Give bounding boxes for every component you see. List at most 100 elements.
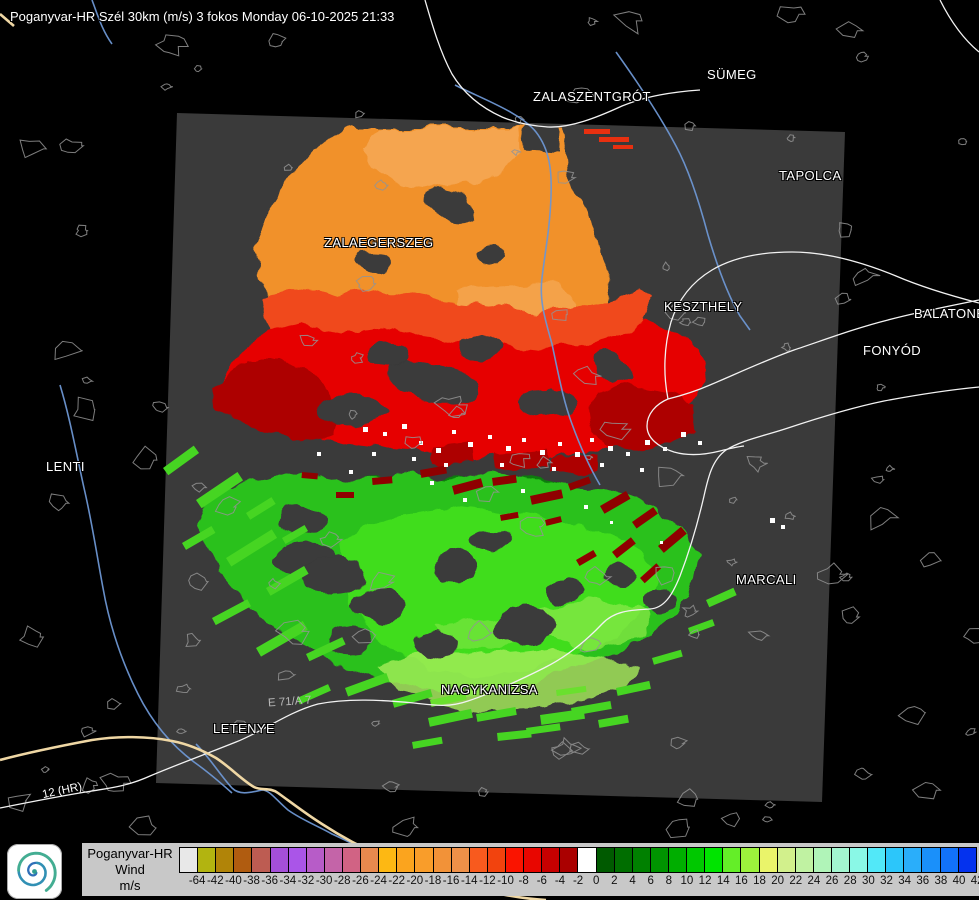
scale-tick-label: -36 xyxy=(261,875,279,887)
city-label-zalaegerszeg: ZALAEGERSZEG xyxy=(324,235,434,250)
scale-tick-label: -18 xyxy=(424,875,442,887)
app-logo[interactable] xyxy=(7,844,62,899)
scale-tick-label: 8 xyxy=(665,875,672,887)
scale-tick-label: -40 xyxy=(225,875,242,887)
velocity-darkred-region xyxy=(212,360,338,440)
scale-tick-label: -10 xyxy=(497,875,514,887)
city-label-keszthely: KESZTHELY xyxy=(664,299,743,314)
city-label-letenye: LETENYE xyxy=(213,721,276,736)
scale-swatch xyxy=(341,847,362,873)
scale-swatch xyxy=(686,847,706,873)
scale-swatch xyxy=(360,847,380,873)
scale-tick-label: -22 xyxy=(388,875,405,887)
scale-tick-label: -20 xyxy=(406,875,424,887)
scale-tick-label: -4 xyxy=(554,875,566,887)
scale-tick-label: -26 xyxy=(352,875,369,887)
scale-tick-label: 30 xyxy=(861,875,875,887)
scale-swatch xyxy=(305,847,325,873)
scale-swatch xyxy=(468,847,488,873)
legend-parameter: Wind xyxy=(115,862,145,877)
city-label-tapolca: TAPOLCA xyxy=(779,168,842,183)
city-label-marcali: MARCALI xyxy=(736,572,797,587)
scale-swatch xyxy=(577,847,597,873)
scale-tick-label: 28 xyxy=(843,875,857,887)
color-scale-labels: -64 -42 -40 -38 -36 -34 -32 -30 -28 -26 -24 -22 -20-… xyxy=(179,873,979,890)
scale-tick-label: 10 xyxy=(680,875,694,887)
scale-tick-label: -24 xyxy=(370,875,387,887)
scale-tick-label: 18 xyxy=(753,875,766,887)
scale-swatch xyxy=(921,847,941,873)
scale-swatch xyxy=(504,847,525,873)
scale-swatch xyxy=(559,847,579,873)
scale-tick-label: 24 xyxy=(807,875,821,887)
scale-tick-label: -30 xyxy=(315,875,333,887)
scale-swatch xyxy=(595,847,615,873)
scale-swatch xyxy=(414,847,434,873)
city-label-balatonboglar: BALATONBO xyxy=(914,306,979,321)
city-label-sumeg: SÜMEG xyxy=(707,67,757,82)
scale-swatch xyxy=(396,847,416,873)
scale-swatch xyxy=(758,847,778,873)
scale-tick-label: -28 xyxy=(333,875,351,887)
scale-tick-label: 40 xyxy=(952,875,966,887)
road-lines xyxy=(0,0,979,809)
scale-swatch xyxy=(957,847,977,873)
scale-tick-label: 26 xyxy=(825,875,839,887)
radar-speckles xyxy=(162,129,785,749)
scale-tick-label: 42 xyxy=(970,875,979,887)
scale-tick-label: 32 xyxy=(880,875,893,887)
scale-swatch xyxy=(179,847,199,873)
scale-tick-label: -6 xyxy=(536,875,547,887)
scale-tick-label: -8 xyxy=(518,875,529,887)
village-outlines xyxy=(7,6,979,839)
color-scale-swatches xyxy=(179,847,977,873)
velocity-darkred-region xyxy=(428,442,598,472)
scale-tick-label: -12 xyxy=(479,875,496,887)
scale-swatch xyxy=(704,847,724,873)
scale-swatch xyxy=(215,847,235,873)
scale-tick-label: 34 xyxy=(898,875,912,887)
scale-swatch xyxy=(849,847,869,873)
legend-meta: Poganyvar-HR Wind m/s xyxy=(82,846,178,894)
scale-swatch xyxy=(722,847,742,873)
river-lines xyxy=(59,0,751,867)
scale-tick-label: 14 xyxy=(716,875,730,887)
scale-swatch xyxy=(197,847,217,873)
scale-tick-label: -42 xyxy=(206,875,224,887)
city-label-zalaszentgrot: ZALASZENTGRÓT xyxy=(533,89,651,104)
scale-swatch xyxy=(776,847,796,873)
scale-tick-label: 38 xyxy=(934,875,948,887)
scale-swatch xyxy=(667,847,688,873)
scale-tick-label: -14 xyxy=(460,875,478,887)
scale-tick-label: -32 xyxy=(297,875,315,887)
scale-swatch xyxy=(233,847,253,873)
velocity-data-gaps xyxy=(275,191,677,659)
scale-swatch xyxy=(867,847,887,873)
velocity-greenpale-region xyxy=(540,598,652,648)
scale-swatch xyxy=(287,847,307,873)
velocity-greenpale-region xyxy=(376,648,640,712)
swirl-logo-icon xyxy=(17,851,57,892)
scale-swatch xyxy=(541,847,561,873)
scale-swatch xyxy=(939,847,959,873)
scale-tick-label: 22 xyxy=(789,875,803,887)
scale-swatch xyxy=(740,847,760,873)
scale-tick-label: 0 xyxy=(593,875,600,887)
scale-swatch xyxy=(649,847,669,873)
scale-swatch xyxy=(523,847,543,873)
scale-swatch xyxy=(631,847,651,873)
scale-swatch xyxy=(812,847,832,873)
scale-tick-label: 2 xyxy=(611,875,618,887)
legend-bar: Poganyvar-HR Wind m/s -64 -42 -40 -38 -36 -34… xyxy=(82,843,979,896)
scale-swatch xyxy=(903,847,923,873)
legend-unit: m/s xyxy=(119,878,141,893)
city-label-lenti: LENTI xyxy=(46,459,85,474)
legend-product: Poganyvar-HR xyxy=(87,846,173,861)
scale-swatch xyxy=(269,847,289,873)
city-label-fonyod: FONYÓD xyxy=(863,343,922,358)
radar-velocity-field xyxy=(196,127,706,712)
scale-tick-label: 4 xyxy=(629,875,636,887)
scale-tick-label: 12 xyxy=(698,875,712,887)
scale-tick-label: 20 xyxy=(771,875,785,887)
